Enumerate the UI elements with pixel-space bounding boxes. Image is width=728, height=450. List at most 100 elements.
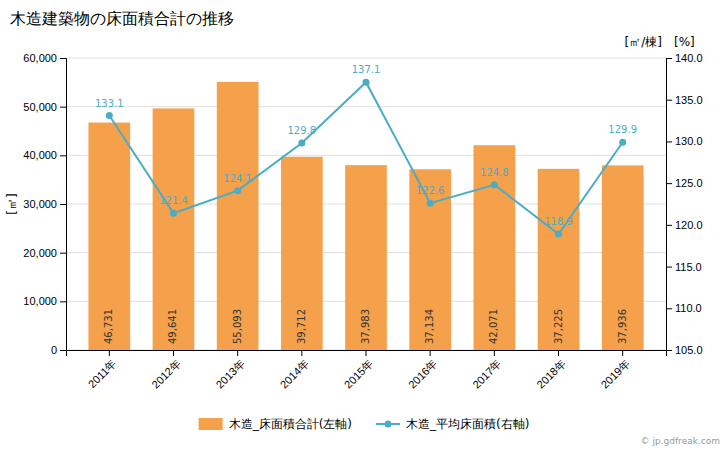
tick-mark — [622, 350, 623, 356]
bar — [88, 123, 130, 350]
tick-label: 30,000 — [23, 198, 57, 210]
tick-mark — [666, 350, 672, 351]
tick: 105.0 — [666, 344, 703, 356]
tick-label: 50,000 — [23, 101, 57, 113]
data-label: 133.1 — [95, 98, 124, 109]
grid — [66, 58, 666, 350]
tick-label: 2017年 — [470, 357, 504, 391]
axis-line — [67, 351, 667, 357]
tick-mark — [666, 183, 672, 184]
marker — [106, 112, 113, 119]
marks — [88, 79, 643, 350]
tick: 2016年 — [406, 350, 440, 391]
legend-item: 木造_平均床面積(右軸) — [376, 417, 529, 431]
tick-label: 2012年 — [149, 357, 183, 391]
plot: 46,73149,64155,09339,71237,98337,13442,0… — [23, 52, 702, 391]
data-labels: 46,73149,64155,09339,71237,98337,13442,0… — [95, 64, 637, 344]
tick: 140.0 — [666, 52, 703, 64]
tick: 50,000 — [23, 101, 66, 113]
tick: 40,000 — [23, 149, 66, 161]
y2-axis-title: [㎡/棟] — [625, 35, 662, 49]
tick-mark — [60, 301, 66, 302]
tick-mark — [666, 225, 672, 226]
tick-mark — [60, 107, 66, 108]
legend-swatch — [199, 418, 223, 430]
tick-label: 135.0 — [675, 94, 703, 106]
tick-label: 125.0 — [675, 177, 703, 189]
tick-mark — [494, 350, 495, 356]
tick: 10,000 — [23, 295, 66, 307]
tick-mark — [666, 267, 672, 268]
marker — [427, 200, 434, 207]
tick-label: 40,000 — [23, 149, 57, 161]
marker — [491, 181, 498, 188]
tick-mark — [60, 204, 66, 205]
legend-label: 木造_平均床面積(右軸) — [406, 417, 529, 431]
tick: 0 — [51, 344, 66, 356]
line — [109, 82, 622, 234]
y-axis-title: [㎡] — [5, 193, 19, 214]
y-axis: 0 10,000 20,000 30,000 40,000 50,000 60,000 — [23, 52, 66, 356]
bar — [217, 82, 259, 350]
tick-mark — [109, 350, 110, 356]
tick-mark — [558, 350, 559, 356]
bar — [409, 169, 451, 350]
data-label: 122.6 — [416, 185, 445, 196]
tick: 130.0 — [666, 135, 703, 147]
tick-label: 20,000 — [23, 247, 57, 259]
bar — [281, 157, 323, 350]
data-label: 129.8 — [288, 125, 317, 136]
tick: 2014年 — [278, 350, 312, 391]
tick-label: 2018年 — [534, 357, 568, 391]
bar — [153, 108, 195, 350]
tick-mark — [60, 253, 66, 254]
data-label: 137.1 — [352, 64, 381, 75]
tick-label: 60,000 — [23, 52, 57, 64]
tick-mark — [60, 350, 66, 351]
tick-mark — [366, 350, 367, 356]
tick-mark — [60, 155, 66, 156]
tick-label: 115.0 — [675, 261, 702, 273]
tick-mark — [666, 141, 672, 142]
tick-label: 2019年 — [598, 357, 632, 391]
marker — [363, 79, 370, 86]
tick: 2011年 — [86, 350, 119, 390]
data-label: 42,071 — [488, 309, 499, 344]
data-label: 118.9 — [544, 216, 573, 227]
marker — [619, 139, 626, 146]
tick: 115.0 — [666, 261, 702, 273]
tick-mark — [237, 350, 238, 356]
tick-mark — [666, 58, 672, 59]
tick-mark — [301, 350, 302, 356]
tick: 2013年 — [213, 350, 247, 391]
tick: 60,000 — [23, 52, 66, 64]
tick: 125.0 — [666, 177, 703, 189]
y2-axis: 105.0110.0115.0120.0125.0130.0135.0140.0 — [666, 52, 703, 356]
tick: 120.0 — [666, 219, 703, 231]
title: 木造建築物の床面積合計の推移 — [10, 9, 234, 28]
tick-label: 105.0 — [675, 344, 703, 356]
tick: 2012年 — [149, 350, 183, 391]
tick-label: 130.0 — [675, 135, 703, 147]
data-label: 37,134 — [424, 309, 435, 344]
marker — [298, 140, 305, 147]
annotation: © jp.gdfreak.com — [641, 436, 720, 446]
data-label: 55,093 — [232, 309, 243, 344]
data-label: 39,712 — [296, 309, 307, 344]
tick: 2015年 — [342, 350, 376, 391]
tick-mark — [430, 350, 431, 356]
data-label: 37,936 — [617, 309, 628, 344]
tick-label: 2016年 — [406, 357, 440, 391]
tick-label: 120.0 — [675, 219, 703, 231]
chart: 木造建築物の床面積合計の推移46,73149,64155,09339,71237… — [0, 0, 728, 450]
tick: 135.0 — [666, 94, 703, 106]
legend-label: 木造_床面積合計(左軸) — [229, 417, 352, 431]
data-label: 37,225 — [553, 309, 564, 344]
legend-item: 木造_床面積合計(左軸) — [199, 417, 352, 431]
tick: 2017年 — [470, 350, 504, 391]
grid-line — [66, 106, 666, 107]
grid-line — [66, 58, 666, 59]
marker — [170, 210, 177, 217]
data-label: 46,731 — [103, 309, 114, 344]
tick-mark — [173, 350, 174, 356]
